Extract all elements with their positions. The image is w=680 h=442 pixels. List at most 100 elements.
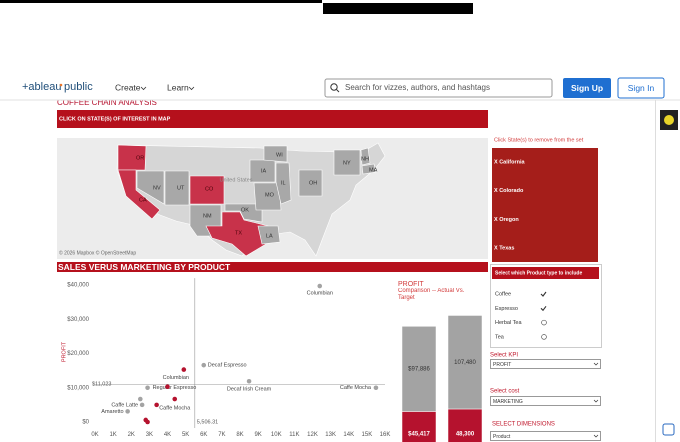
scatter-point[interactable] bbox=[125, 409, 130, 414]
bar-label: $97,886 bbox=[408, 366, 430, 372]
bars-subtitle: Comparison -- Actual Vs. Target bbox=[398, 288, 465, 301]
state-label: MA bbox=[369, 167, 378, 173]
search-box[interactable] bbox=[324, 78, 553, 98]
state[interactable] bbox=[117, 169, 161, 220]
checkmark[interactable] bbox=[540, 291, 547, 297]
scatter-point[interactable] bbox=[165, 384, 170, 390]
search-icon bbox=[330, 83, 338, 91]
sidebar-button[interactable] bbox=[662, 423, 675, 436]
x-tick-label: 11K bbox=[289, 432, 299, 438]
state[interactable] bbox=[360, 147, 371, 166]
nav-learn[interactable]: Learn bbox=[167, 82, 189, 92]
x-tick-label: 14K bbox=[343, 432, 354, 438]
set-item[interactable]: X California bbox=[494, 159, 526, 165]
bar-chart: $45,417 $97,886 48,300 107,480 bbox=[401, 315, 483, 442]
logo[interactable]: +ableau bbox=[22, 81, 61, 93]
state[interactable] bbox=[333, 149, 361, 176]
cost-dropdown[interactable] bbox=[490, 396, 601, 406]
scatter-point[interactable] bbox=[138, 396, 143, 402]
filter-option-label: Espresso bbox=[495, 306, 518, 312]
scatter-point[interactable] bbox=[145, 419, 150, 425]
state[interactable] bbox=[205, 211, 269, 257]
scatter-point[interactable] bbox=[317, 283, 323, 289]
radio[interactable] bbox=[541, 319, 547, 326]
checkmark[interactable] bbox=[540, 305, 547, 312]
x-tick-label: 16K bbox=[380, 432, 391, 438]
x-tick-label: 0K bbox=[91, 432, 98, 438]
x-tick-label: 5K bbox=[182, 432, 189, 438]
dashboard-title: COFFEE CHAIN ANALYSIS bbox=[57, 98, 157, 107]
state[interactable] bbox=[189, 175, 225, 205]
cost-label: Select cost bbox=[490, 389, 520, 395]
bar-segment[interactable] bbox=[447, 408, 483, 442]
x-tick-label: 6K bbox=[200, 432, 207, 438]
state-label: WI bbox=[276, 152, 283, 158]
x-tick-label: 4K bbox=[164, 432, 171, 438]
chevron bbox=[140, 86, 147, 91]
logo-suffix[interactable]: public bbox=[64, 81, 93, 93]
radio[interactable] bbox=[541, 334, 547, 340]
filter-header bbox=[492, 267, 599, 279]
state[interactable] bbox=[136, 170, 165, 205]
dropdown-arrow bbox=[593, 362, 599, 366]
filter-option-label: Herbal Tea bbox=[495, 320, 522, 326]
state-label: IA bbox=[261, 168, 267, 174]
y-tick-label: $20,000 bbox=[67, 351, 89, 357]
state[interactable] bbox=[298, 169, 323, 197]
point-label: Decaf Irish Cream bbox=[227, 387, 272, 393]
state[interactable] bbox=[253, 182, 282, 211]
state[interactable] bbox=[361, 163, 377, 175]
state[interactable] bbox=[257, 225, 281, 245]
dropdown-arrow bbox=[593, 434, 599, 438]
x-tick-label: 7K bbox=[218, 432, 225, 438]
scatter-title: SALES VERUS MARKETING BY PRODUCT bbox=[58, 262, 231, 272]
x-tick-label: 3K bbox=[146, 432, 153, 438]
sidebar-icon-glyph bbox=[664, 115, 674, 125]
kpi-dropdown[interactable] bbox=[490, 359, 601, 369]
x-tick-label: 1K bbox=[109, 432, 116, 438]
bar-segment[interactable] bbox=[401, 326, 437, 412]
state-label: NV bbox=[153, 185, 161, 191]
bar-label: 48,300 bbox=[456, 432, 475, 438]
state[interactable] bbox=[164, 170, 190, 206]
state-label: TX bbox=[235, 230, 242, 236]
state-label: OH bbox=[309, 180, 317, 186]
dimensions-dropdown[interactable] bbox=[490, 431, 601, 441]
y-tick-label: $40,000 bbox=[67, 283, 89, 289]
state[interactable] bbox=[117, 144, 147, 171]
set-item[interactable]: X Colorado bbox=[494, 188, 524, 194]
state[interactable] bbox=[275, 162, 292, 205]
set-item[interactable]: X Texas bbox=[494, 246, 514, 252]
reference-label: $11,023 bbox=[92, 382, 111, 388]
scatter-point[interactable] bbox=[373, 385, 379, 391]
scatter-header bbox=[57, 262, 488, 272]
set-items: X California X Colorado X Oregon X Texas bbox=[494, 159, 526, 251]
state[interactable] bbox=[263, 145, 288, 163]
state-label: OR bbox=[136, 155, 144, 161]
nav-create[interactable]: Create bbox=[115, 82, 141, 92]
scatter-point[interactable] bbox=[172, 396, 178, 402]
sign-in-button[interactable] bbox=[617, 77, 665, 99]
point-label: Caffe Mocha bbox=[340, 385, 372, 391]
sign-up-button[interactable] bbox=[563, 78, 611, 98]
scatter-point[interactable] bbox=[154, 402, 159, 408]
scatter-point[interactable] bbox=[145, 385, 150, 391]
country-label: United States bbox=[219, 177, 252, 183]
set-list bbox=[492, 148, 598, 262]
bar-segment[interactable] bbox=[401, 411, 437, 442]
x-tick-label: 8K bbox=[236, 432, 243, 438]
y-tick-label: $0 bbox=[82, 420, 89, 426]
reference-label: 5,506.31 bbox=[197, 419, 218, 425]
scatter-point[interactable] bbox=[181, 367, 187, 372]
bars-title: PROFIT bbox=[398, 281, 424, 288]
scatter-point[interactable] bbox=[201, 362, 207, 368]
scatter-point[interactable] bbox=[139, 402, 145, 408]
set-item[interactable]: X Oregon bbox=[494, 217, 519, 223]
dimensions-label: SELECT DIMENSIONS bbox=[492, 422, 555, 428]
redaction bbox=[0, 0, 322, 3]
scatter-point[interactable] bbox=[246, 378, 252, 384]
map-attribution: © 2026 Mapbox © OpenStreetMap bbox=[59, 249, 136, 256]
bar-segment[interactable] bbox=[447, 315, 483, 410]
